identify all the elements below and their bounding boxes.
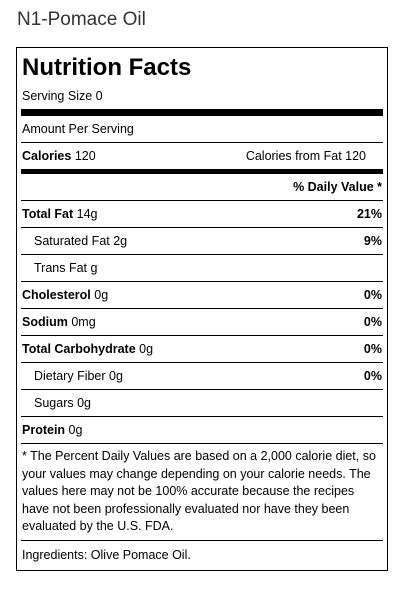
nutrient-name: Trans Fat — [34, 261, 88, 275]
page-title: N1-Pomace Oil — [17, 9, 146, 30]
calories-from-fat: Calories from Fat 120 — [245, 149, 366, 163]
amount-per-serving-row: Amount Per Serving — [21, 116, 383, 142]
nutrition-facts-title: Nutrition Facts — [22, 54, 192, 81]
calories-label: Calories — [22, 149, 72, 163]
daily-value-header-row: % Daily Value * — [21, 174, 383, 200]
nutrient-amount: 2g — [113, 234, 128, 248]
nutrient-amount: 0g — [139, 342, 154, 356]
nutrient-name: Sugars — [34, 396, 74, 410]
nutrient-amount: 0mg — [71, 315, 96, 329]
daily-value-header: % Daily Value * — [293, 180, 382, 194]
nutrient-amount: 0g — [109, 369, 123, 383]
nutrient-name: Total Carbohydrate — [22, 342, 136, 356]
nutrient-daily-value: 0% — [363, 288, 382, 302]
nutrient-name: Saturated Fat — [34, 234, 110, 248]
nutrient-row-sugars: Sugars 0g — [21, 389, 383, 416]
nutrient-amount: 14g — [76, 207, 98, 221]
nutrient-row-dietary-fiber: Dietary Fiber 0g 0% — [21, 362, 383, 389]
nutrient-row-total-carbohydrate: Total Carbohydrate 0g 0% — [21, 335, 383, 362]
nutrient-daily-value: 0% — [363, 342, 382, 356]
nutrient-row-protein: Protein 0g — [21, 416, 383, 443]
nutrient-row-cholesterol: Cholesterol 0g 0% — [21, 281, 383, 308]
calories-row: Calories 120 Calories from Fat 120 — [21, 142, 383, 169]
amount-per-serving: Amount Per Serving — [22, 122, 134, 136]
nutrient-row-sodium: Sodium 0mg 0% — [21, 308, 383, 335]
nutrient-daily-value: 0% — [363, 315, 382, 329]
nutrient-daily-value: 0% — [363, 369, 382, 383]
medium-divider — [21, 169, 383, 174]
nutrient-name: Dietary Fiber — [34, 369, 106, 383]
nutrient-amount: 0g — [77, 396, 91, 410]
ingredients: Ingredients: Olive Pomace Oil. — [21, 539, 383, 570]
nutrient-name: Protein — [22, 423, 66, 437]
calories-value: 120 — [74, 149, 96, 163]
nutrient-daily-value: 21% — [356, 207, 382, 221]
nutrient-row-total-fat: Total Fat 14g 21% — [21, 200, 383, 227]
nutrient-row-saturated-fat: Saturated Fat 2g 9% — [21, 227, 383, 254]
serving-size: Serving Size 0 — [22, 89, 103, 103]
thick-divider — [21, 109, 383, 116]
nutrient-name: Total Fat — [22, 207, 74, 221]
nutrient-row-trans-fat: Trans Fat g — [21, 254, 383, 281]
nutrition-facts-label: Nutrition Facts Serving Size 0 Amount Pe… — [16, 47, 388, 571]
nutrient-amount: 0g — [94, 288, 109, 302]
nutrient-name: Cholesterol — [22, 288, 91, 302]
nutrient-amount: 0g — [68, 423, 83, 437]
nutrient-name: Sodium — [22, 315, 68, 329]
daily-value-footnote: * The Percent Daily Values are based on … — [21, 443, 383, 540]
nutrient-daily-value: 9% — [363, 234, 382, 248]
nutrient-amount: g — [90, 261, 98, 275]
